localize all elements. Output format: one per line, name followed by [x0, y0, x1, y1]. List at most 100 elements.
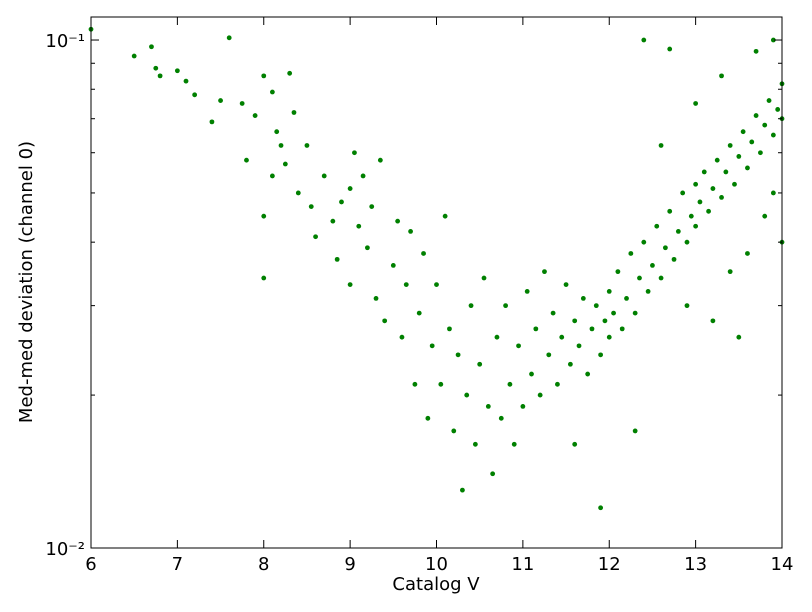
point [598, 505, 604, 511]
point [464, 392, 470, 398]
point [429, 343, 435, 349]
point [650, 263, 655, 268]
point [628, 251, 634, 256]
point [352, 150, 357, 156]
point [261, 73, 267, 79]
point [131, 53, 137, 59]
point [727, 269, 733, 275]
point [606, 334, 612, 340]
point [174, 68, 180, 74]
point [218, 98, 223, 103]
point [546, 352, 552, 358]
point [598, 352, 604, 358]
point [611, 310, 616, 316]
point [330, 218, 336, 224]
point [550, 310, 556, 316]
point [252, 113, 258, 118]
point [641, 239, 647, 245]
point [749, 139, 755, 145]
y-tick-label: 10⁻¹ [45, 31, 85, 52]
point [239, 101, 245, 106]
point [511, 441, 517, 447]
point [567, 361, 573, 367]
point [680, 190, 686, 196]
point [447, 326, 452, 332]
point [524, 288, 530, 294]
point [494, 334, 500, 340]
point [416, 310, 422, 316]
point [226, 35, 232, 41]
point [684, 303, 690, 309]
point [507, 381, 513, 387]
point [412, 381, 418, 387]
x-tick-label: 7 [172, 554, 183, 575]
point [770, 190, 776, 196]
x-tick-label: 11 [511, 554, 534, 575]
point [675, 229, 681, 234]
point [533, 326, 539, 332]
point [192, 92, 198, 98]
point [580, 295, 586, 301]
point [671, 256, 677, 262]
point [537, 392, 543, 398]
point [304, 143, 310, 148]
point [606, 288, 612, 294]
point [719, 73, 724, 79]
point [339, 199, 344, 205]
point [157, 73, 163, 79]
point [403, 282, 409, 288]
x-tick-label: 12 [598, 554, 621, 575]
point [727, 143, 733, 148]
point [654, 223, 660, 229]
point [269, 173, 275, 179]
point [593, 303, 599, 309]
point [624, 295, 629, 301]
point [723, 169, 729, 175]
point [395, 218, 401, 224]
point [149, 44, 154, 50]
point [425, 415, 431, 421]
point [334, 256, 340, 262]
point [572, 318, 578, 324]
point [369, 204, 375, 209]
point [360, 173, 366, 179]
point [244, 157, 249, 163]
point [688, 213, 694, 219]
point [637, 275, 642, 281]
point [559, 334, 565, 340]
point [693, 181, 699, 187]
point [451, 428, 457, 434]
point [295, 190, 301, 196]
y-axis-label: Med-med deviation (channel 0) [16, 141, 37, 423]
point [347, 186, 353, 191]
point [408, 229, 413, 234]
point [477, 361, 483, 367]
point [399, 334, 405, 340]
point [282, 161, 288, 167]
point [313, 234, 318, 240]
point [529, 371, 534, 377]
point [291, 110, 297, 115]
point [641, 37, 647, 43]
point [278, 143, 284, 148]
point [490, 471, 496, 477]
point [745, 251, 750, 256]
x-tick-label: 9 [344, 554, 355, 575]
point [390, 263, 396, 268]
point [732, 181, 737, 187]
point [516, 343, 521, 349]
point [321, 173, 327, 179]
point [498, 415, 504, 421]
point [153, 65, 159, 71]
point [269, 89, 275, 95]
point [719, 194, 724, 200]
point [572, 441, 578, 447]
point [485, 403, 491, 409]
x-axis-label: Catalog V [392, 574, 480, 595]
point [442, 213, 448, 219]
point [520, 403, 526, 409]
point [382, 318, 388, 324]
x-tick-label: 14 [771, 554, 794, 575]
point [770, 132, 776, 138]
point [585, 371, 591, 377]
